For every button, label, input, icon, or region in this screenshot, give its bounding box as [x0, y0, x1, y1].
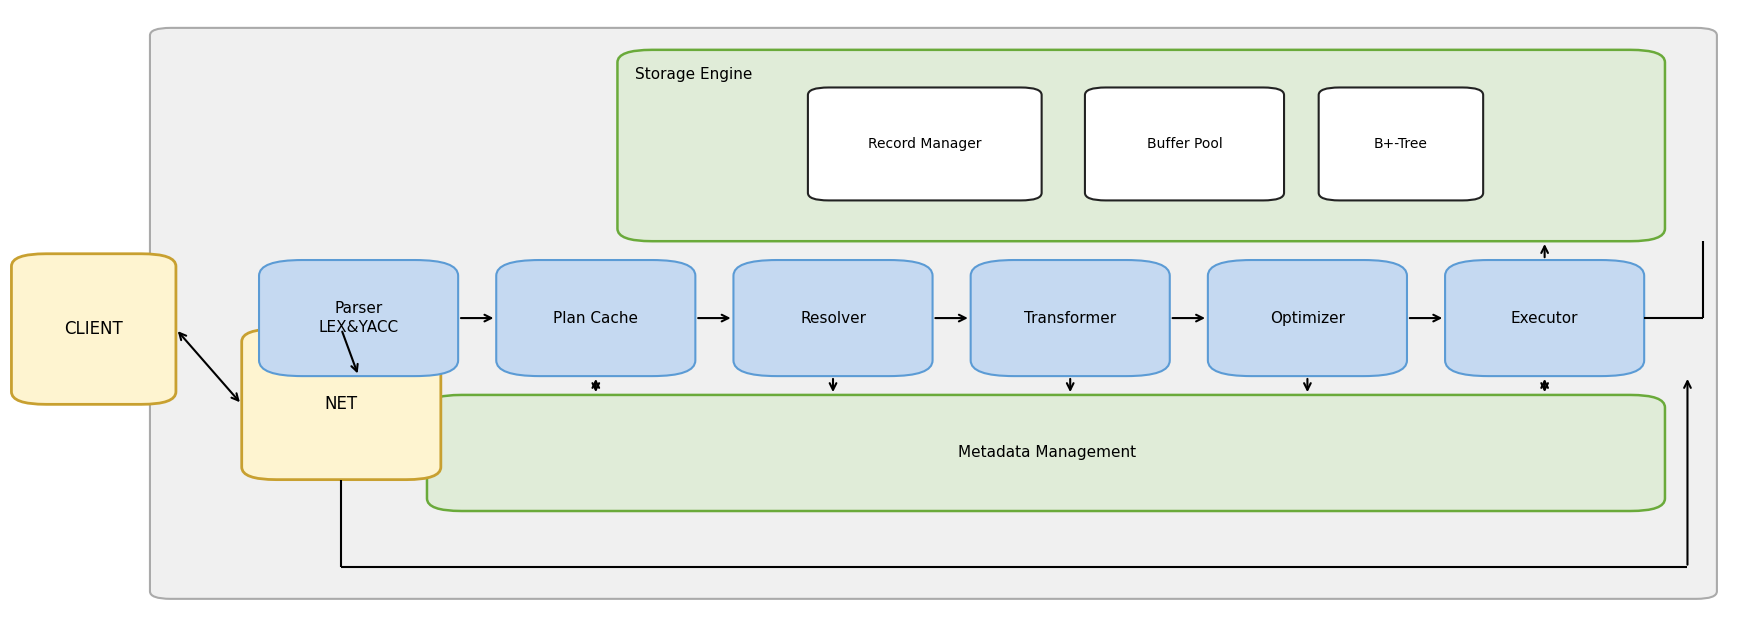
FancyBboxPatch shape	[12, 254, 175, 404]
Text: Resolver: Resolver	[801, 311, 867, 325]
FancyBboxPatch shape	[259, 260, 459, 376]
Text: Metadata Management: Metadata Management	[957, 445, 1136, 460]
Text: Plan Cache: Plan Cache	[554, 311, 637, 325]
Text: NET: NET	[325, 396, 358, 413]
Text: Parser
LEX&YACC: Parser LEX&YACC	[318, 301, 400, 335]
FancyBboxPatch shape	[149, 28, 1716, 599]
Text: CLIENT: CLIENT	[64, 320, 123, 338]
Text: B+-Tree: B+-Tree	[1374, 137, 1428, 151]
FancyBboxPatch shape	[808, 87, 1042, 201]
Text: Optimizer: Optimizer	[1270, 311, 1344, 325]
FancyBboxPatch shape	[1207, 260, 1407, 376]
Text: Executor: Executor	[1511, 311, 1579, 325]
FancyBboxPatch shape	[971, 260, 1169, 376]
FancyBboxPatch shape	[497, 260, 695, 376]
FancyBboxPatch shape	[1318, 87, 1483, 201]
Text: Storage Engine: Storage Engine	[634, 68, 752, 82]
FancyBboxPatch shape	[427, 395, 1666, 511]
Text: Buffer Pool: Buffer Pool	[1146, 137, 1223, 151]
FancyBboxPatch shape	[733, 260, 933, 376]
FancyBboxPatch shape	[617, 50, 1666, 241]
FancyBboxPatch shape	[241, 329, 441, 480]
FancyBboxPatch shape	[1086, 87, 1284, 201]
Text: Record Manager: Record Manager	[868, 137, 981, 151]
Text: Transformer: Transformer	[1025, 311, 1117, 325]
FancyBboxPatch shape	[1445, 260, 1645, 376]
